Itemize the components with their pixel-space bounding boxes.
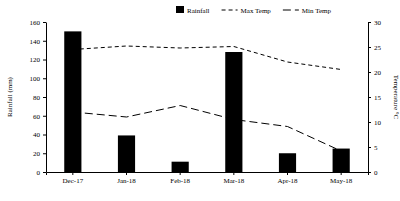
legend-swatch [222, 10, 238, 11]
bar-series [64, 31, 350, 172]
tick-mark [43, 78, 46, 79]
tick-label: 140 [30, 37, 41, 45]
tick: Mar-18 [223, 172, 244, 185]
tick-label: 20 [374, 69, 382, 77]
tick-mark [72, 172, 73, 175]
tick: 60 [33, 112, 46, 120]
tick-label: 0 [374, 169, 378, 177]
tick-label: 0 [37, 169, 41, 177]
tick-label: 80 [33, 94, 41, 102]
tick-label: 40 [33, 131, 41, 139]
tick-mark [43, 22, 46, 23]
legend-swatch [283, 10, 299, 11]
tick-mark [126, 172, 127, 175]
tick: 120 [30, 56, 47, 64]
tick-mark [368, 47, 371, 48]
tick-mark [233, 172, 234, 175]
legend: Rainfall Max Temp Min Temp [176, 6, 331, 15]
tick: 100 [30, 75, 47, 83]
tick-label: 20 [33, 150, 41, 158]
x-axis: Dec-17 Jan-18 Feb-18 Mar-18 Apr-18 May-18 [47, 172, 369, 185]
tick: 0 [368, 169, 378, 177]
bar [225, 52, 242, 172]
tick-mark [43, 97, 46, 98]
tick-label: 30 [374, 19, 382, 27]
legend-item: Rainfall [176, 6, 210, 15]
legend-item: Max Temp [222, 7, 272, 15]
bar [172, 162, 189, 172]
tick-mark [368, 97, 371, 98]
tick-mark [43, 41, 46, 42]
tick-label: Apr-18 [277, 177, 298, 185]
tick: 5 [368, 144, 378, 152]
tick-label: 100 [30, 75, 41, 83]
tick-label: 10 [374, 119, 382, 127]
tick: 40 [33, 131, 46, 139]
y-axis-title: Rainfall (mm) [6, 76, 14, 117]
tick-mark [287, 172, 288, 175]
tick: Jan-18 [117, 172, 136, 185]
legend-label: Max Temp [241, 7, 272, 15]
tick: 15 [368, 94, 382, 102]
tick-label: Jan-18 [117, 177, 136, 185]
tick-mark [368, 172, 371, 173]
plot: Dec-17 Jan-18 Feb-18 Mar-18 Apr-18 May-18 0 20 4… [30, 19, 382, 185]
tick-mark [43, 135, 46, 136]
tick-mark [341, 172, 342, 175]
legend-swatch [176, 6, 184, 13]
tick-label: 60 [33, 112, 41, 120]
y2-axis-title: Temperature °C [392, 75, 400, 120]
tick-mark [368, 22, 371, 23]
tick: 20 [368, 69, 382, 77]
chart: Dec-17 Jan-18 Feb-18 Mar-18 Apr-18 May-18 0 20 4… [0, 0, 400, 201]
bar [333, 149, 350, 172]
tick-label: 15 [374, 94, 382, 102]
line [73, 106, 341, 152]
tick-mark [180, 172, 181, 175]
tick-mark [43, 153, 46, 154]
axis-line [47, 173, 369, 176]
tick: 25 [368, 44, 382, 52]
line [73, 46, 341, 70]
tick-label: 5 [374, 144, 378, 152]
tick: 0 [37, 169, 47, 177]
tick: May-18 [330, 172, 353, 185]
bar [64, 31, 81, 172]
tick: Dec-17 [63, 172, 84, 185]
tick-mark [368, 72, 371, 73]
tick-label: May-18 [330, 177, 353, 185]
tick: 160 [30, 19, 47, 27]
marks [64, 31, 350, 172]
tick-label: Dec-17 [63, 177, 84, 185]
legend-item: Min Temp [283, 7, 332, 15]
bar [279, 153, 296, 172]
tick: 80 [33, 94, 46, 102]
tick: 30 [368, 19, 382, 27]
tick: 140 [30, 37, 47, 45]
tick-label: Mar-18 [223, 177, 244, 185]
tick-mark [43, 172, 46, 173]
tick: Feb-18 [170, 172, 190, 185]
y2-axis: 0 5 10 15 20 25 30 [368, 19, 382, 177]
tick-mark [43, 116, 46, 117]
tick: 10 [368, 119, 382, 127]
tick-mark [368, 122, 371, 123]
tick: 20 [33, 150, 46, 158]
tick: Apr-18 [277, 172, 298, 185]
axis-line [46, 23, 47, 173]
tick-mark [43, 60, 46, 61]
tick-label: 120 [30, 56, 41, 64]
y-axis: 0 20 40 60 80 100 120 140 160 [30, 19, 47, 177]
tick-label: 25 [374, 44, 382, 52]
legend-label: Rainfall [187, 7, 210, 15]
tick-label: Feb-18 [170, 177, 190, 185]
tick-mark [368, 147, 371, 148]
bar [118, 135, 135, 172]
tick-label: 160 [30, 19, 41, 27]
legend-label: Min Temp [302, 7, 332, 15]
